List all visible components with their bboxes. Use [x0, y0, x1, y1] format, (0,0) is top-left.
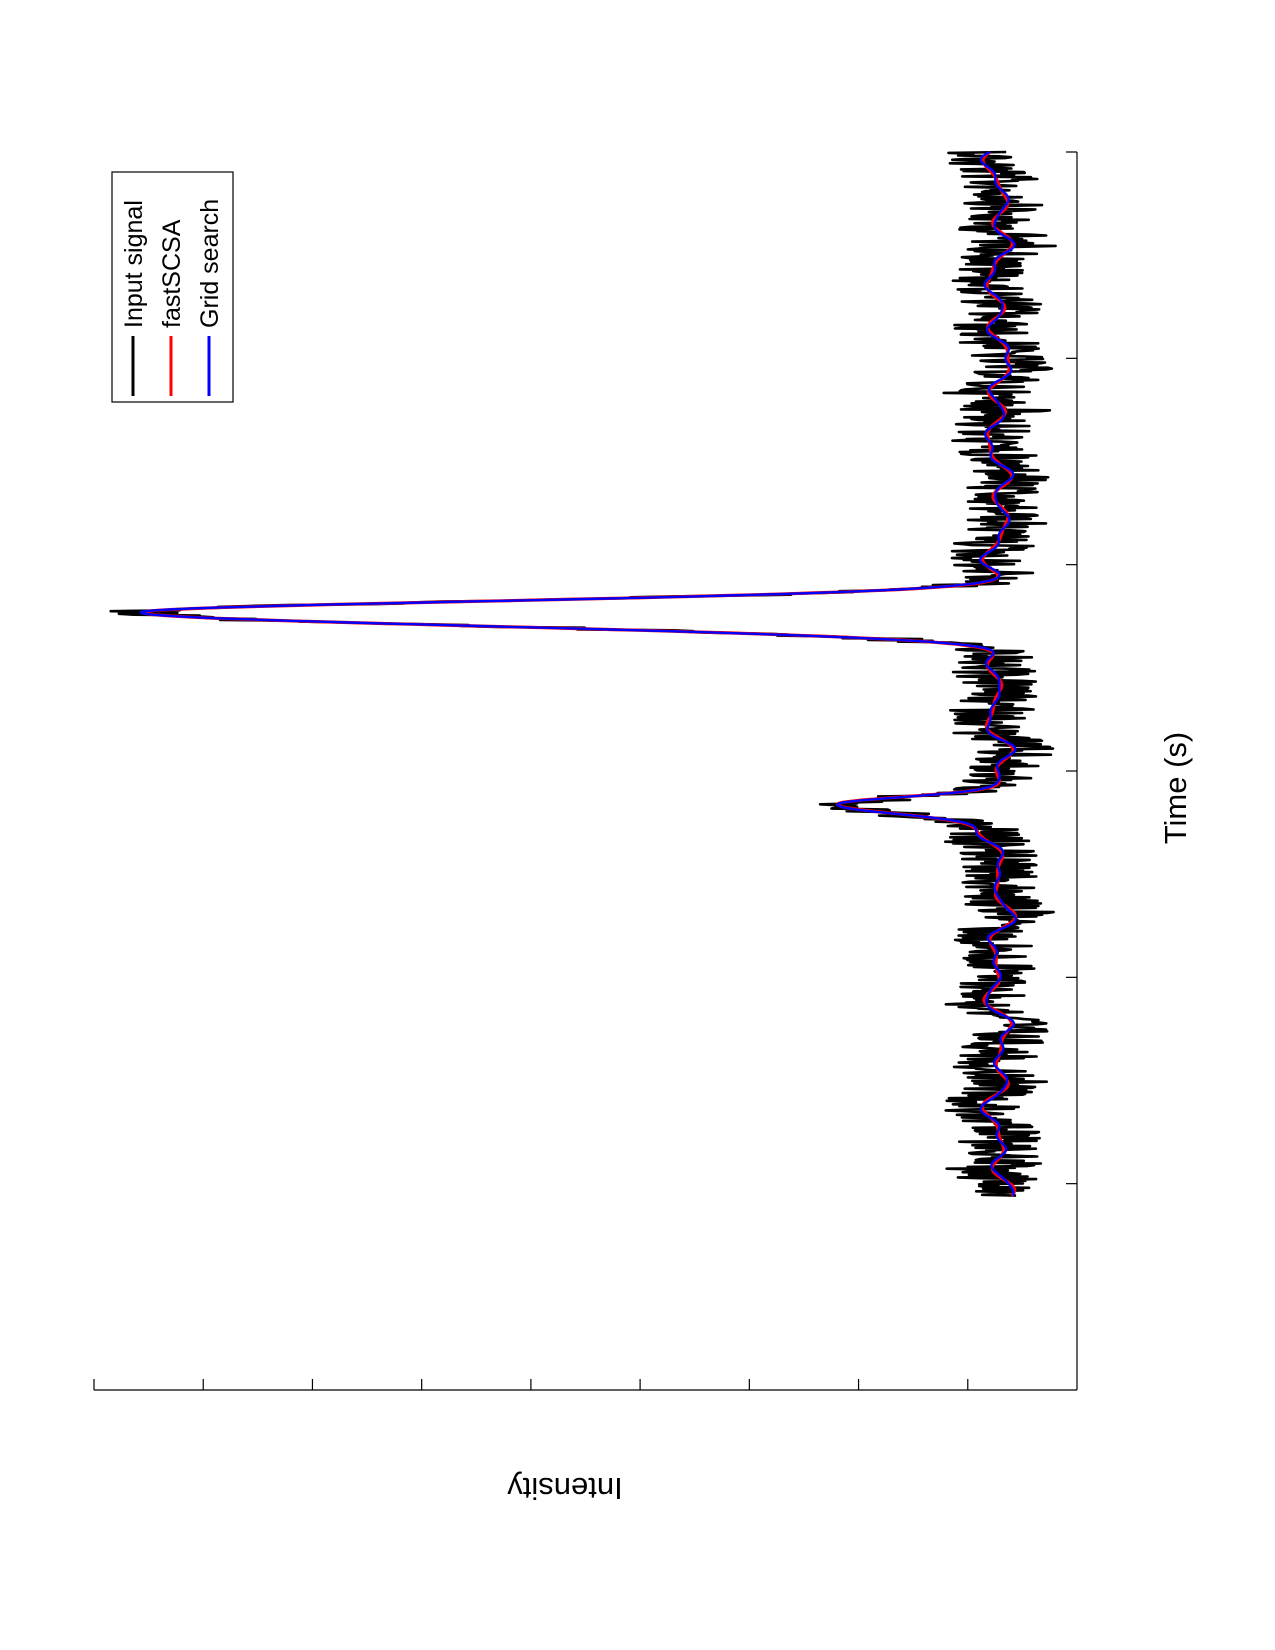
legend-label-grid-search: Grid search [196, 199, 224, 328]
legend: Input signal fastSCSA Grid search [111, 171, 234, 403]
x-axis-label: Time (s) [1158, 732, 1193, 845]
y-axis-label: Intensity [507, 1471, 623, 1506]
series-line-grid-search [139, 150, 1017, 1197]
axes [93, 151, 1078, 1391]
series-line-input-signal [109, 150, 1057, 1197]
legend-label-fastscsa: fastSCSA [158, 219, 186, 328]
plot-area [109, 150, 1057, 1197]
legend-label-input-signal: Input signal [120, 200, 148, 328]
series-line-fastscsa [141, 150, 1018, 1197]
